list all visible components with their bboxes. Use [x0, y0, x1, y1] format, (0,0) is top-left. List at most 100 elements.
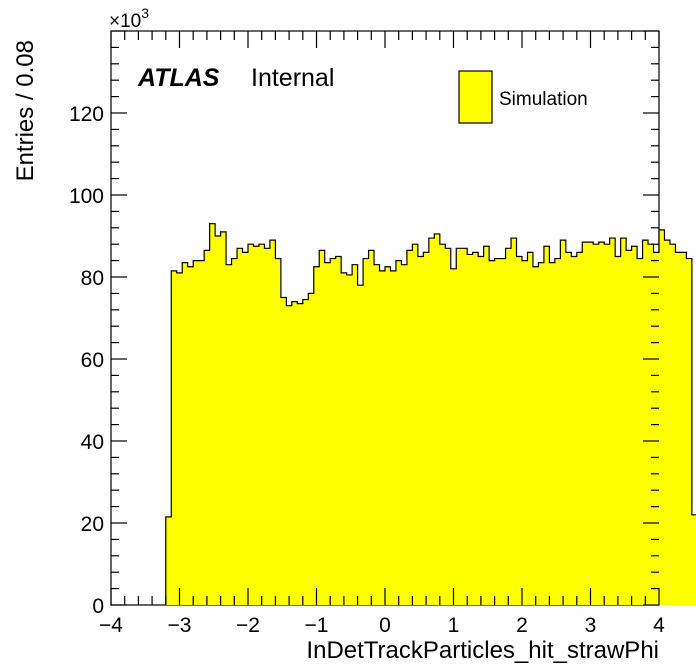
histogram-bar: [297, 303, 304, 605]
histogram-bar: [209, 223, 216, 605]
histogram-bar: [390, 270, 397, 605]
histogram-bar: [505, 248, 512, 606]
y-tick-label: 40: [81, 431, 104, 454]
histogram-bar: [494, 258, 501, 605]
histogram-bar: [423, 252, 430, 605]
histogram-bar: [220, 231, 227, 605]
histogram-bar: [401, 264, 408, 605]
histogram-bar: [615, 256, 622, 605]
histogram-bar: [680, 252, 687, 605]
histogram-bar: [352, 264, 358, 605]
histogram-bar: [478, 256, 485, 605]
x-tick-label: −2: [236, 614, 260, 637]
histogram-outline: [165, 223, 696, 605]
x-tick-labels: −4 −3 −2 −1 0 1 2 3 4: [99, 614, 665, 637]
histogram-bar: [385, 266, 391, 605]
histogram-bar: [264, 248, 271, 606]
histogram-bar: [434, 233, 441, 605]
histogram-bar: [258, 244, 265, 605]
histogram-bar: [368, 250, 375, 605]
histogram-bar: [319, 250, 326, 605]
histogram-bar: [204, 250, 211, 605]
histogram-bar: [511, 238, 517, 606]
histogram-bar: [669, 244, 676, 605]
histogram-bar: [538, 262, 545, 605]
histogram-bar: [280, 297, 287, 605]
y-multiplier-label: ×103: [109, 5, 149, 32]
histogram-bar: [522, 260, 528, 605]
histogram-bar: [182, 262, 189, 605]
y-tick-label: 0: [92, 595, 104, 618]
histogram-bar: [516, 256, 523, 605]
histogram-bar: [374, 264, 380, 605]
x-tick-label: 4: [653, 614, 665, 637]
histogram-bar: [291, 301, 298, 605]
histogram-bar: [456, 248, 463, 606]
x-axis-title: InDetTrackParticles_hit_strawPhi: [306, 637, 659, 664]
atlas-label: ATLAS: [137, 64, 220, 92]
histogram-bar: [467, 254, 474, 605]
legend-swatch: [458, 70, 493, 124]
histogram-bar: [642, 240, 649, 605]
histogram-bar: [571, 256, 578, 605]
histogram-bar: [637, 258, 643, 605]
histogram-bar: [187, 266, 194, 605]
histogram-bar: [248, 244, 254, 605]
histogram-bar: [231, 258, 238, 605]
histogram-bar: [691, 514, 696, 605]
histogram-bar: [193, 260, 200, 605]
y-tick-label: 80: [81, 267, 104, 290]
histogram-bar: [313, 266, 320, 605]
y-multiplier-exponent: 3: [141, 5, 149, 21]
histogram-bar: [253, 246, 260, 605]
histogram-bar: [171, 270, 178, 605]
histogram-bar: [346, 274, 353, 605]
histogram-bar: [335, 256, 342, 605]
histogram-bar: [554, 258, 561, 605]
histogram-bar: [543, 246, 550, 605]
histogram-bar: [450, 268, 457, 605]
histogram-bar: [176, 272, 183, 605]
legend-label-simulation: Simulation: [499, 89, 588, 110]
histogram-bar: [198, 260, 205, 605]
x-tick-label: 2: [516, 614, 528, 637]
histogram-bar: [330, 258, 337, 605]
histogram-bar: [500, 258, 506, 605]
histogram-bar: [549, 262, 556, 605]
histogram-bar: [598, 242, 605, 605]
histogram-bar: [412, 244, 419, 605]
histogram-bar: [664, 240, 671, 605]
histogram-bar: [659, 229, 665, 605]
histogram-bar: [582, 242, 589, 605]
histogram-bar: [609, 238, 616, 606]
histogram-bar: [379, 270, 386, 605]
histogram-bar: [604, 244, 611, 605]
x-tick-label: −4: [99, 614, 123, 637]
histogram-bar: [357, 285, 364, 605]
histogram-bar: [648, 244, 654, 605]
y-axis-title: Entries / 0.08: [12, 40, 39, 181]
histogram-bar: [324, 262, 331, 605]
histogram-bars: [165, 223, 696, 606]
y-tick-label: 60: [81, 349, 104, 372]
histogram-bar: [226, 264, 232, 605]
histogram-bar: [489, 260, 495, 605]
histogram-bar: [341, 272, 348, 605]
histogram-bar: [576, 252, 583, 605]
histogram-bar: [363, 258, 369, 605]
histogram-bar: [631, 246, 638, 605]
histogram-bar: [215, 236, 221, 605]
histogram-bar: [593, 244, 600, 605]
histogram-bar: [461, 248, 468, 606]
histogram-bar: [620, 238, 627, 606]
x-tick-label: −3: [168, 614, 192, 637]
histogram-bar: [532, 266, 539, 605]
histogram-bar: [626, 250, 632, 605]
histogram-bar: [560, 240, 567, 605]
axis-ticks: [110, 30, 660, 606]
x-tick-label: 3: [585, 614, 597, 637]
histogram-bar: [527, 252, 534, 605]
histogram-bar: [275, 258, 282, 605]
histogram-bar: [587, 242, 594, 605]
